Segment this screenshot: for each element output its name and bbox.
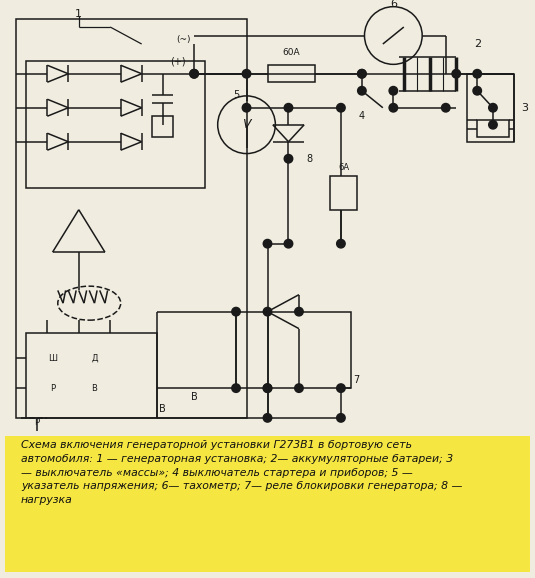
Ellipse shape — [473, 69, 482, 78]
Bar — [152, 116, 173, 138]
Text: В: В — [190, 392, 197, 402]
Ellipse shape — [242, 103, 251, 112]
Bar — [331, 176, 357, 210]
Text: 1: 1 — [75, 9, 82, 19]
Text: V: V — [242, 118, 251, 131]
Ellipse shape — [263, 384, 272, 392]
Ellipse shape — [452, 69, 461, 78]
Bar — [26, 61, 204, 188]
Ellipse shape — [295, 307, 303, 316]
Bar — [268, 65, 315, 82]
Ellipse shape — [489, 103, 497, 112]
Bar — [16, 18, 247, 418]
Text: 7: 7 — [354, 375, 360, 384]
Text: В: В — [91, 384, 97, 392]
Ellipse shape — [295, 384, 303, 392]
Text: 6: 6 — [390, 0, 397, 9]
Text: 3: 3 — [521, 103, 528, 113]
Text: (~): (~) — [177, 35, 191, 45]
Text: Р: Р — [34, 418, 40, 427]
Text: Д: Д — [91, 354, 98, 363]
Bar — [467, 74, 514, 142]
Ellipse shape — [232, 384, 240, 392]
Ellipse shape — [337, 384, 345, 392]
Ellipse shape — [232, 307, 240, 316]
Text: В: В — [159, 405, 166, 414]
Text: Схема включения генераторной установки Г273В1 в бортовую сеть
автомобиля: 1 — ге: Схема включения генераторной установки Г… — [21, 440, 462, 505]
Ellipse shape — [284, 103, 293, 112]
Text: (+): (+) — [171, 56, 186, 66]
Ellipse shape — [489, 121, 497, 129]
Ellipse shape — [358, 69, 366, 78]
Ellipse shape — [263, 307, 272, 316]
Text: 8: 8 — [307, 154, 312, 164]
Ellipse shape — [441, 103, 450, 112]
FancyBboxPatch shape — [0, 434, 535, 575]
Bar — [477, 120, 509, 138]
Bar — [26, 333, 157, 418]
Ellipse shape — [389, 87, 398, 95]
Ellipse shape — [263, 384, 272, 392]
Text: Ш: Ш — [48, 354, 57, 363]
Text: 60А: 60А — [282, 48, 300, 57]
Text: Р: Р — [50, 384, 55, 392]
Ellipse shape — [358, 87, 366, 95]
Ellipse shape — [284, 154, 293, 163]
Ellipse shape — [389, 103, 398, 112]
Ellipse shape — [190, 69, 198, 78]
Ellipse shape — [358, 69, 366, 78]
Ellipse shape — [263, 239, 272, 248]
Ellipse shape — [337, 414, 345, 422]
Text: 4: 4 — [359, 111, 365, 121]
Text: 6А: 6А — [338, 163, 349, 172]
Ellipse shape — [190, 69, 198, 78]
Ellipse shape — [242, 69, 251, 78]
Text: 2: 2 — [473, 39, 481, 49]
Ellipse shape — [337, 239, 345, 248]
Ellipse shape — [263, 414, 272, 422]
Text: 5: 5 — [233, 90, 239, 100]
Ellipse shape — [337, 103, 345, 112]
Ellipse shape — [284, 239, 293, 248]
Ellipse shape — [473, 87, 482, 95]
Bar — [236, 312, 351, 388]
